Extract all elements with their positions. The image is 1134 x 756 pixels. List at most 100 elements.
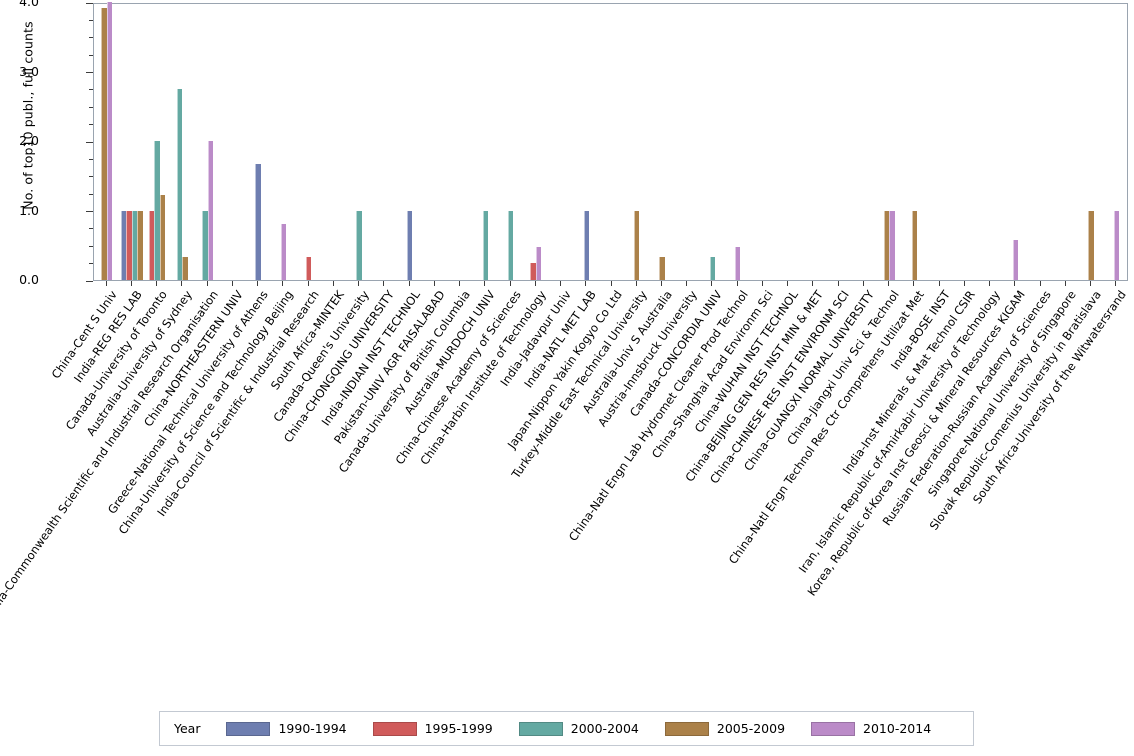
y-tick-minor <box>89 228 93 230</box>
x-tick-label-text: Australia-Commonwealth Scientific and In… <box>0 287 221 639</box>
x-tick <box>333 281 334 286</box>
legend-label: 1990-1994 <box>278 721 347 736</box>
x-tick <box>510 281 511 286</box>
x-tick-label-text: Singapore-National University of Singapo… <box>924 287 1079 500</box>
y-tick-major <box>86 141 93 143</box>
bars-container <box>94 2 1127 280</box>
legend-swatch <box>811 721 856 736</box>
legend-entry[interactable]: 2000-2004 <box>518 721 639 736</box>
legend-label: 2010-2014 <box>863 721 932 736</box>
bar <box>207 141 213 280</box>
x-tick <box>737 281 738 286</box>
x-tick <box>1090 281 1091 286</box>
x-tick-label-text: Australia-University of Sydney <box>83 287 196 439</box>
x-tick <box>989 281 990 286</box>
bar <box>883 210 890 280</box>
x-tick-label-text: India-NATL MET LAB <box>521 287 600 391</box>
x-tick <box>560 281 561 286</box>
y-tick-minor <box>89 54 93 56</box>
x-tick <box>358 281 359 286</box>
x-tick <box>686 281 687 286</box>
legend-swatch <box>372 721 417 736</box>
x-tick-label-text: India-REG RES LAB <box>70 287 145 386</box>
bar <box>634 210 640 280</box>
x-tick <box>863 281 864 286</box>
x-tick-label-text: China-Cent S Univ <box>48 287 120 382</box>
x-tick-label-text: China-Natl Engn Technol Res Ctr Comprehe… <box>726 287 928 567</box>
legend-entry[interactable]: 2005-2009 <box>664 721 785 736</box>
x-tick-label-text: Turkey-Middle East Technical University <box>508 287 650 481</box>
legend-title: Year <box>174 721 201 736</box>
x-tick <box>636 281 637 286</box>
x-tick <box>1065 281 1066 286</box>
bar <box>356 210 362 280</box>
x-tick-label-text: China-Natl Engn Lab Hydromet Cleaner Pro… <box>565 287 751 544</box>
x-tick-label-text: India-BOSE INST <box>887 287 953 373</box>
y-tick-minor <box>89 37 93 39</box>
x-tick-label-text: Australia-MURDOCH UNIV <box>401 287 499 418</box>
x-tick-label-text: Korea, Republic of-Korea Inst Geosci & M… <box>804 287 1029 599</box>
x-tick-label-text: Pakistan-UNIV AGR FAISALABAD <box>330 287 448 447</box>
y-tick-minor <box>89 124 93 126</box>
bar <box>255 163 261 280</box>
bar <box>911 210 918 280</box>
x-tick-label-text: Canada-CONCORDIA UNIV <box>627 287 726 420</box>
x-tick-label-text: China-CHONGQING UNIVERSITY <box>281 287 398 446</box>
y-axis-title: No. of top10 publ., full counts <box>20 21 36 210</box>
legend-label: 2000-2004 <box>570 721 639 736</box>
bar <box>305 257 312 280</box>
x-tick <box>787 281 788 286</box>
legend-entry[interactable]: 1995-1999 <box>372 721 493 736</box>
bar <box>101 7 107 280</box>
x-tick <box>257 281 258 286</box>
legend-swatch <box>664 721 709 736</box>
x-tick <box>459 281 460 286</box>
bar <box>530 262 536 280</box>
x-tick <box>964 281 965 286</box>
x-tick-label-text: India-Jadavpur Univ <box>497 287 574 389</box>
bar <box>202 210 208 280</box>
x-tick <box>838 281 839 286</box>
x-tick <box>156 281 157 286</box>
x-tick-label-text: Canada-Queen's University <box>270 287 372 425</box>
x-tick <box>409 281 410 286</box>
bar <box>126 210 132 280</box>
x-tick-label-text: China-WUHAN INST TECHNOL <box>691 287 802 436</box>
x-tick-label-text: China-BEIJING GEN RES INST MIN & MET <box>682 287 827 485</box>
x-tick <box>711 281 712 286</box>
x-tick-label-text: Canada-University of Toronto <box>62 287 170 433</box>
x-tick-label-text: Austria-Innsbruck University <box>595 287 701 430</box>
bar <box>735 247 741 280</box>
x-tick-label-text: China-Chinese Academy of Sciences <box>392 287 524 468</box>
bar <box>280 224 287 280</box>
x-tick-label-text: China-NORTHEASTERN UNIV <box>140 287 246 430</box>
x-tick-label-text: India-Inst Minerals & Mat Technol CSIR <box>839 287 978 477</box>
legend-entry[interactable]: 1990-1994 <box>226 721 347 736</box>
x-tick <box>611 281 612 286</box>
y-tick-label: 1.0 <box>19 202 39 218</box>
bar <box>1012 240 1019 280</box>
bar <box>507 210 514 280</box>
bar <box>159 195 166 280</box>
x-tick <box>913 281 914 286</box>
bar <box>131 210 138 280</box>
legend-entry[interactable]: 2010-2014 <box>811 721 931 736</box>
bar <box>709 257 716 280</box>
x-tick <box>383 281 384 286</box>
x-tick-label-text: Russian Federation-Russian Academy of Sc… <box>879 287 1054 529</box>
x-tick-label-text: Australia-Univ S Australia <box>579 287 675 416</box>
x-tick-label-text: China-Jiangxi Univ Sci & Technol <box>784 287 903 448</box>
bar <box>182 257 188 280</box>
bar <box>535 247 542 280</box>
x-tick <box>484 281 485 286</box>
x-tick <box>308 281 309 286</box>
x-tick <box>888 281 889 286</box>
x-tick <box>762 281 763 286</box>
x-tick-label-text: Japan-Nippon Yakin Kogyo Co Ltd <box>504 287 625 452</box>
x-tick <box>131 281 132 286</box>
bar <box>137 210 143 280</box>
bar <box>1088 210 1094 280</box>
x-tick-label-text: China-GUANGXI NORMAL UNIVERSITY <box>740 287 877 474</box>
x-tick <box>812 281 813 286</box>
